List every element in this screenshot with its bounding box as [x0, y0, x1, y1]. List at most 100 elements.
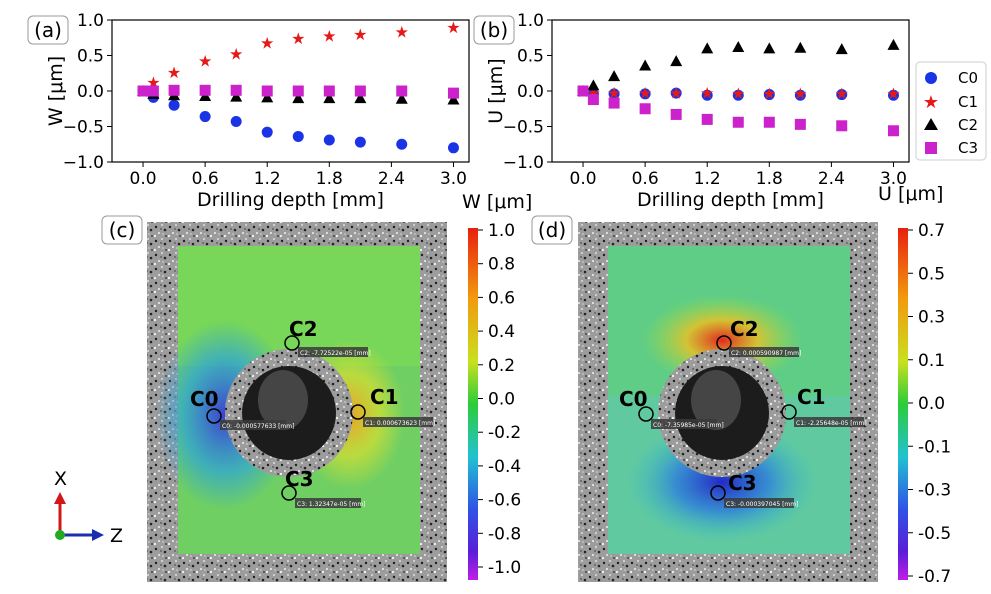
point-c2	[354, 92, 367, 104]
x-tick-label: 2.4	[378, 169, 405, 189]
note-box-d-c1	[794, 417, 864, 427]
x-axis-label: Drilling depth [mm]	[637, 189, 824, 211]
point-c2	[639, 59, 652, 71]
colorbar-tick-label: 0.0	[918, 394, 945, 414]
y-tick-label: 0.5	[77, 47, 104, 67]
point-c0	[168, 99, 180, 111]
x-tick-label: 1.8	[316, 169, 343, 189]
triad-origin	[55, 530, 65, 540]
point-c0	[261, 126, 273, 138]
colorbar-tick-label: -0.1	[918, 437, 951, 457]
point-c1: ★	[167, 63, 181, 82]
colorbar-c-ticks: 1.0 0.8 0.6 0.4 0.2 0.0 -0.2 -0.4 -0.6 -0.8 -1.0	[478, 221, 521, 578]
marker-d-c3	[710, 485, 726, 501]
note-c-c2: C2: -7.72522e-05 [mm]	[300, 350, 371, 357]
colorbar-tick-label: -0.4	[488, 457, 521, 477]
marker-c-c0	[206, 408, 222, 424]
note-box-d-c0	[651, 419, 717, 429]
marker-d-c0	[638, 406, 654, 422]
point-c0	[639, 88, 651, 100]
y-tick-label: 0.5	[517, 47, 544, 67]
label-c-c2: C2	[289, 317, 318, 341]
colorbar-tick-label: 0.0	[488, 390, 515, 410]
x-tick-label: 0.0	[570, 169, 597, 189]
point-c3	[836, 120, 848, 132]
colorbar-tick-label: -0.3	[918, 481, 951, 501]
point-c3	[323, 85, 335, 97]
x-axis-label: Drilling depth [mm]	[197, 189, 384, 211]
legend-marker-c3	[925, 142, 937, 154]
panel-tag-c: (c)	[109, 218, 136, 242]
marker-c-c3	[281, 485, 297, 501]
point-c3	[887, 125, 899, 137]
triad-x-arrowhead	[54, 492, 66, 504]
point-c0	[230, 116, 242, 128]
point-c1: ★	[793, 84, 807, 103]
y-tick-label: −0.5	[503, 118, 544, 138]
colorbar-tick-label: -0.2	[488, 423, 521, 443]
point-c3	[794, 118, 806, 130]
point-c1: ★	[260, 34, 274, 53]
point-c0	[396, 138, 408, 150]
point-c3	[577, 85, 589, 97]
point-c1: ★	[198, 51, 212, 70]
point-c2	[887, 38, 900, 50]
colorbar-tick-label: 0.7	[918, 221, 945, 241]
y-tick-label: −1.0	[63, 153, 104, 173]
label-d-c0: C0	[619, 387, 648, 411]
colorbar-tick-label: 0.8	[488, 255, 515, 275]
note-box-c-c3	[295, 498, 361, 508]
point-c1: ★	[446, 18, 460, 37]
colorbar-d-ticks: 0.7 0.5 0.3 0.1 0.0 -0.1 -0.3 -0.5 -0.7	[908, 221, 951, 587]
point-c3	[292, 85, 304, 97]
legend-marker-c0	[925, 72, 937, 84]
point-c0	[292, 130, 304, 142]
point-c3	[137, 85, 149, 97]
point-c0	[701, 89, 713, 101]
chart-a: 0.0 0.6 1.2 1.8 2.4 3.0 1.0 0.5 0.0 −0.5 −1.0 Drill…	[45, 11, 470, 211]
contour-image-d: C2 C0 C1 C3 C2: 0.000590987 [mm] C0: -7.…	[578, 222, 878, 582]
y-axis-label: U [μm]	[485, 58, 507, 123]
label-d-c3: C3	[728, 471, 757, 495]
point-c2	[794, 41, 807, 53]
point-c0	[608, 88, 620, 100]
marker-d-c2	[716, 335, 732, 351]
colorbar-d	[898, 228, 908, 580]
y-tick-label: 1.0	[77, 11, 104, 31]
label-d-c2: C2	[730, 317, 759, 341]
point-c2	[701, 42, 714, 54]
x-tick-label: 0.0	[130, 169, 157, 189]
note-c-c0: C0: -0.000577633 [mm]	[222, 423, 294, 430]
point-c1: ★	[291, 29, 305, 48]
note-box-d-c2	[729, 347, 799, 357]
legend-label-c0: C0	[958, 69, 978, 87]
point-c0	[354, 136, 366, 148]
colorbar-tick-label: 0.1	[918, 351, 945, 371]
point-c1: ★	[669, 83, 683, 102]
triad-z-arrowhead	[92, 529, 104, 541]
legend: C0 ★ C1 C2 C3	[915, 61, 987, 161]
point-c2	[835, 43, 848, 55]
point-c1: ★	[731, 84, 745, 103]
point-c3	[701, 113, 713, 125]
point-c3	[168, 84, 180, 96]
legend-marker-c1: ★	[923, 92, 939, 113]
point-c2	[447, 93, 460, 105]
point-c3	[261, 85, 273, 97]
colorbar-tick-label: -0.5	[918, 524, 951, 544]
panel-tag-b: (b)	[480, 18, 508, 42]
y-tick-label: 1.0	[517, 11, 544, 31]
x-tick-label: 3.0	[440, 169, 467, 189]
colorbar-tick-label: 0.5	[918, 264, 945, 284]
point-c2	[261, 91, 274, 103]
point-c1: ★	[700, 83, 714, 102]
point-c3	[670, 108, 682, 120]
point-c3	[732, 116, 744, 128]
x-tick-label: 1.2	[254, 169, 281, 189]
legend-marker-c2	[924, 118, 938, 130]
colorbar-tick-label: 1.0	[488, 221, 515, 241]
x-tick-label: 2.4	[818, 169, 845, 189]
x-tick-label: 0.6	[192, 169, 219, 189]
note-box-d-c3	[724, 498, 794, 508]
